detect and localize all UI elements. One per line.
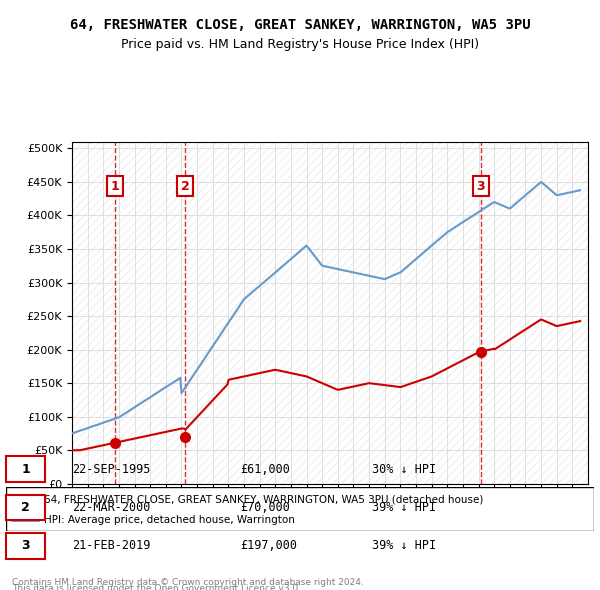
Text: 2: 2: [181, 179, 189, 192]
Text: 21-FEB-2019: 21-FEB-2019: [72, 539, 151, 552]
Text: 39% ↓ HPI: 39% ↓ HPI: [372, 501, 436, 514]
Text: £61,000: £61,000: [240, 463, 290, 476]
Text: 22-MAR-2000: 22-MAR-2000: [72, 501, 151, 514]
Text: Price paid vs. HM Land Registry's House Price Index (HPI): Price paid vs. HM Land Registry's House …: [121, 38, 479, 51]
Text: 22-SEP-1995: 22-SEP-1995: [72, 463, 151, 476]
Text: This data is licensed under the Open Government Licence v3.0.: This data is licensed under the Open Gov…: [12, 584, 301, 590]
Text: 1: 1: [21, 463, 30, 476]
Text: 30% ↓ HPI: 30% ↓ HPI: [372, 463, 436, 476]
Text: 2: 2: [21, 501, 30, 514]
FancyBboxPatch shape: [6, 487, 594, 531]
Text: 64, FRESHWATER CLOSE, GREAT SANKEY, WARRINGTON, WA5 3PU: 64, FRESHWATER CLOSE, GREAT SANKEY, WARR…: [70, 18, 530, 32]
Text: 64, FRESHWATER CLOSE, GREAT SANKEY, WARRINGTON, WA5 3PU (detached house): 64, FRESHWATER CLOSE, GREAT SANKEY, WARR…: [44, 494, 484, 504]
Text: £70,000: £70,000: [240, 501, 290, 514]
Text: 3: 3: [476, 179, 485, 192]
FancyBboxPatch shape: [6, 533, 45, 559]
Text: 1: 1: [110, 179, 119, 192]
Text: £197,000: £197,000: [240, 539, 297, 552]
Text: 39% ↓ HPI: 39% ↓ HPI: [372, 539, 436, 552]
Text: HPI: Average price, detached house, Warrington: HPI: Average price, detached house, Warr…: [44, 515, 295, 525]
Text: Contains HM Land Registry data © Crown copyright and database right 2024.: Contains HM Land Registry data © Crown c…: [12, 578, 364, 587]
Text: 3: 3: [21, 539, 30, 552]
FancyBboxPatch shape: [6, 495, 45, 520]
FancyBboxPatch shape: [6, 456, 45, 482]
